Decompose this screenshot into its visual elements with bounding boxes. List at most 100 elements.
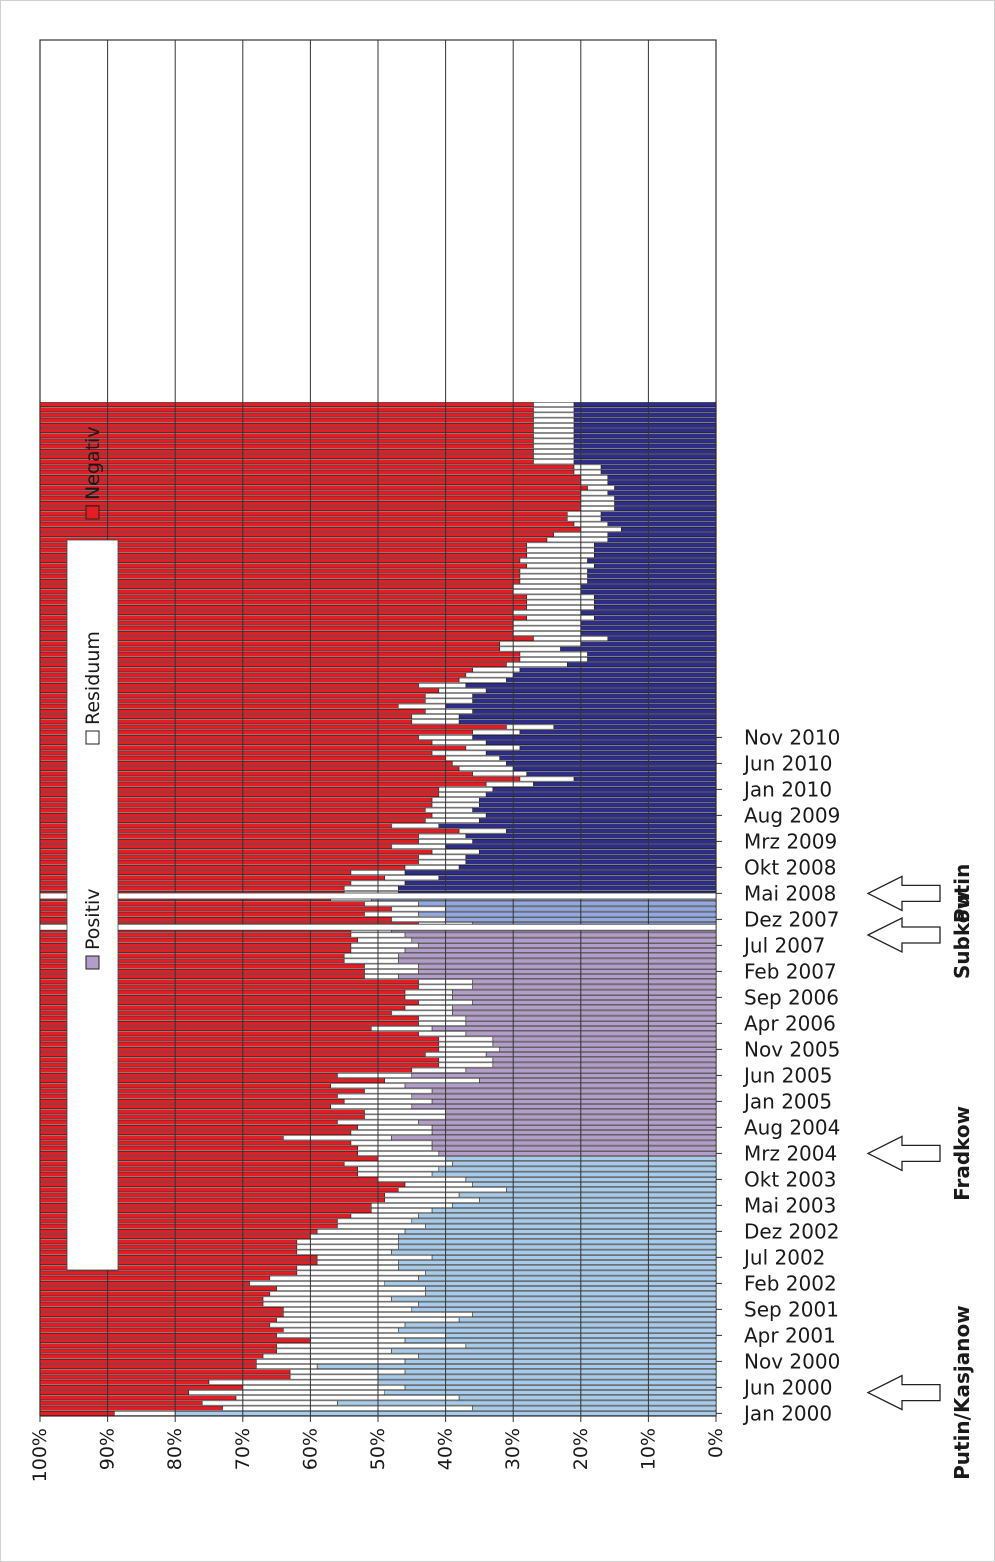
bar-residuum [296,1270,426,1276]
y-tick-label: Feb 2002 [744,1271,837,1295]
bar-positiv [465,1021,717,1026]
bar-positiv [404,870,717,876]
bar-positiv [452,1161,717,1167]
bar-positiv [472,1405,717,1411]
bar-residuum [262,1301,419,1307]
bar-residuum [357,1145,433,1151]
bar-residuum [276,1317,460,1323]
bar-positiv [316,1364,717,1369]
bar-residuum [283,1327,399,1333]
bar-positiv [472,979,717,985]
bar-residuum [384,1197,480,1203]
bar-residuum [411,1067,467,1073]
bar-residuum [316,1255,433,1260]
bar-residuum [533,423,575,428]
bar-residuum [276,1333,446,1338]
bar-positiv [492,1041,717,1047]
bar-negativ [39,1291,271,1297]
bar-positiv [398,974,717,980]
bar-positiv [472,1312,717,1317]
bar-positiv [573,402,717,408]
bar-positiv [458,719,717,725]
bar-negativ [39,1296,264,1302]
bar-residuum [370,1026,433,1031]
bar-negativ [39,1333,277,1338]
bar-residuum [526,599,595,605]
bar-negativ [39,1364,257,1369]
bar-positiv [425,1270,717,1276]
bar-positiv [472,984,717,990]
bar-positiv [404,1369,717,1375]
bar-positiv [506,677,717,683]
bar-residuum [330,1083,406,1089]
bar-residuum [391,917,446,922]
bar-residuum [370,1208,433,1213]
bar-residuum [350,1213,419,1219]
bar-negativ [39,485,588,491]
y-tick-label: Okt 2008 [744,855,836,879]
bar-positiv [573,776,717,782]
bar-positiv [398,958,717,964]
bar-positiv [492,1062,717,1068]
bar-positiv [411,1073,717,1078]
annotation-label: Subkow [950,891,974,979]
bar-negativ [39,412,534,418]
bar-residuum [425,709,473,714]
bar-residuum [431,797,480,803]
bar-residuum [499,646,561,652]
bar-residuum [519,573,588,579]
bar-negativ [39,459,534,465]
bar-residuum [431,740,487,746]
bar-negativ [39,1270,298,1276]
bar-positiv [384,1281,717,1286]
y-tick-label: Jan 2000 [742,1401,832,1425]
annotation-arrow [866,1135,941,1172]
bar-residuum [276,1343,467,1349]
bar-positiv [438,1151,717,1156]
annotation-arrow [866,1374,941,1411]
bar-positiv [384,1390,717,1395]
bar-residuum [242,1385,406,1390]
bar-positiv [594,563,717,569]
bar-residuum [472,771,527,777]
bar-negativ [39,1275,271,1281]
bar-positiv [472,1000,717,1006]
bar-residuum [452,761,507,766]
bar-residuum [364,969,419,974]
bar-residuum [573,469,602,475]
bar-positiv [431,1171,717,1177]
bar-positiv [431,1145,717,1151]
bar-negativ [39,443,534,449]
bar-negativ [39,454,534,460]
bar-positiv [458,1192,717,1198]
legend-swatch-positiv [85,955,100,970]
bar-residuum [580,480,609,486]
period-separator [39,892,717,900]
y-tick-label: Apr 2006 [744,1011,836,1035]
y-tick-label: Sep 2001 [744,1297,839,1321]
bar-positiv [398,953,717,959]
bar-positiv [614,495,717,501]
bar-residuum [587,485,615,491]
bar-positiv [425,1223,717,1229]
bar-positiv [485,813,717,818]
bar-residuum [364,1114,446,1120]
bar-positiv [465,1177,717,1182]
bar-negativ [39,516,568,522]
bar-positiv [425,1291,717,1297]
annotation-label: Putin/Kasjanow [950,1305,974,1480]
bar-positiv [391,1296,717,1302]
bar-residuum [222,1405,473,1411]
bar-residuum [262,1353,419,1359]
bar-positiv [607,521,717,527]
bar-positiv [418,943,717,948]
bar-positiv [492,1036,717,1042]
bar-residuum [316,1260,399,1265]
bar-positiv [398,1327,717,1333]
y-tick-label: Mrz 2004 [744,1141,837,1165]
bar-positiv [431,1130,717,1135]
bar-negativ [39,402,534,408]
bar-negativ [39,1395,237,1401]
bar-residuum [445,755,500,761]
